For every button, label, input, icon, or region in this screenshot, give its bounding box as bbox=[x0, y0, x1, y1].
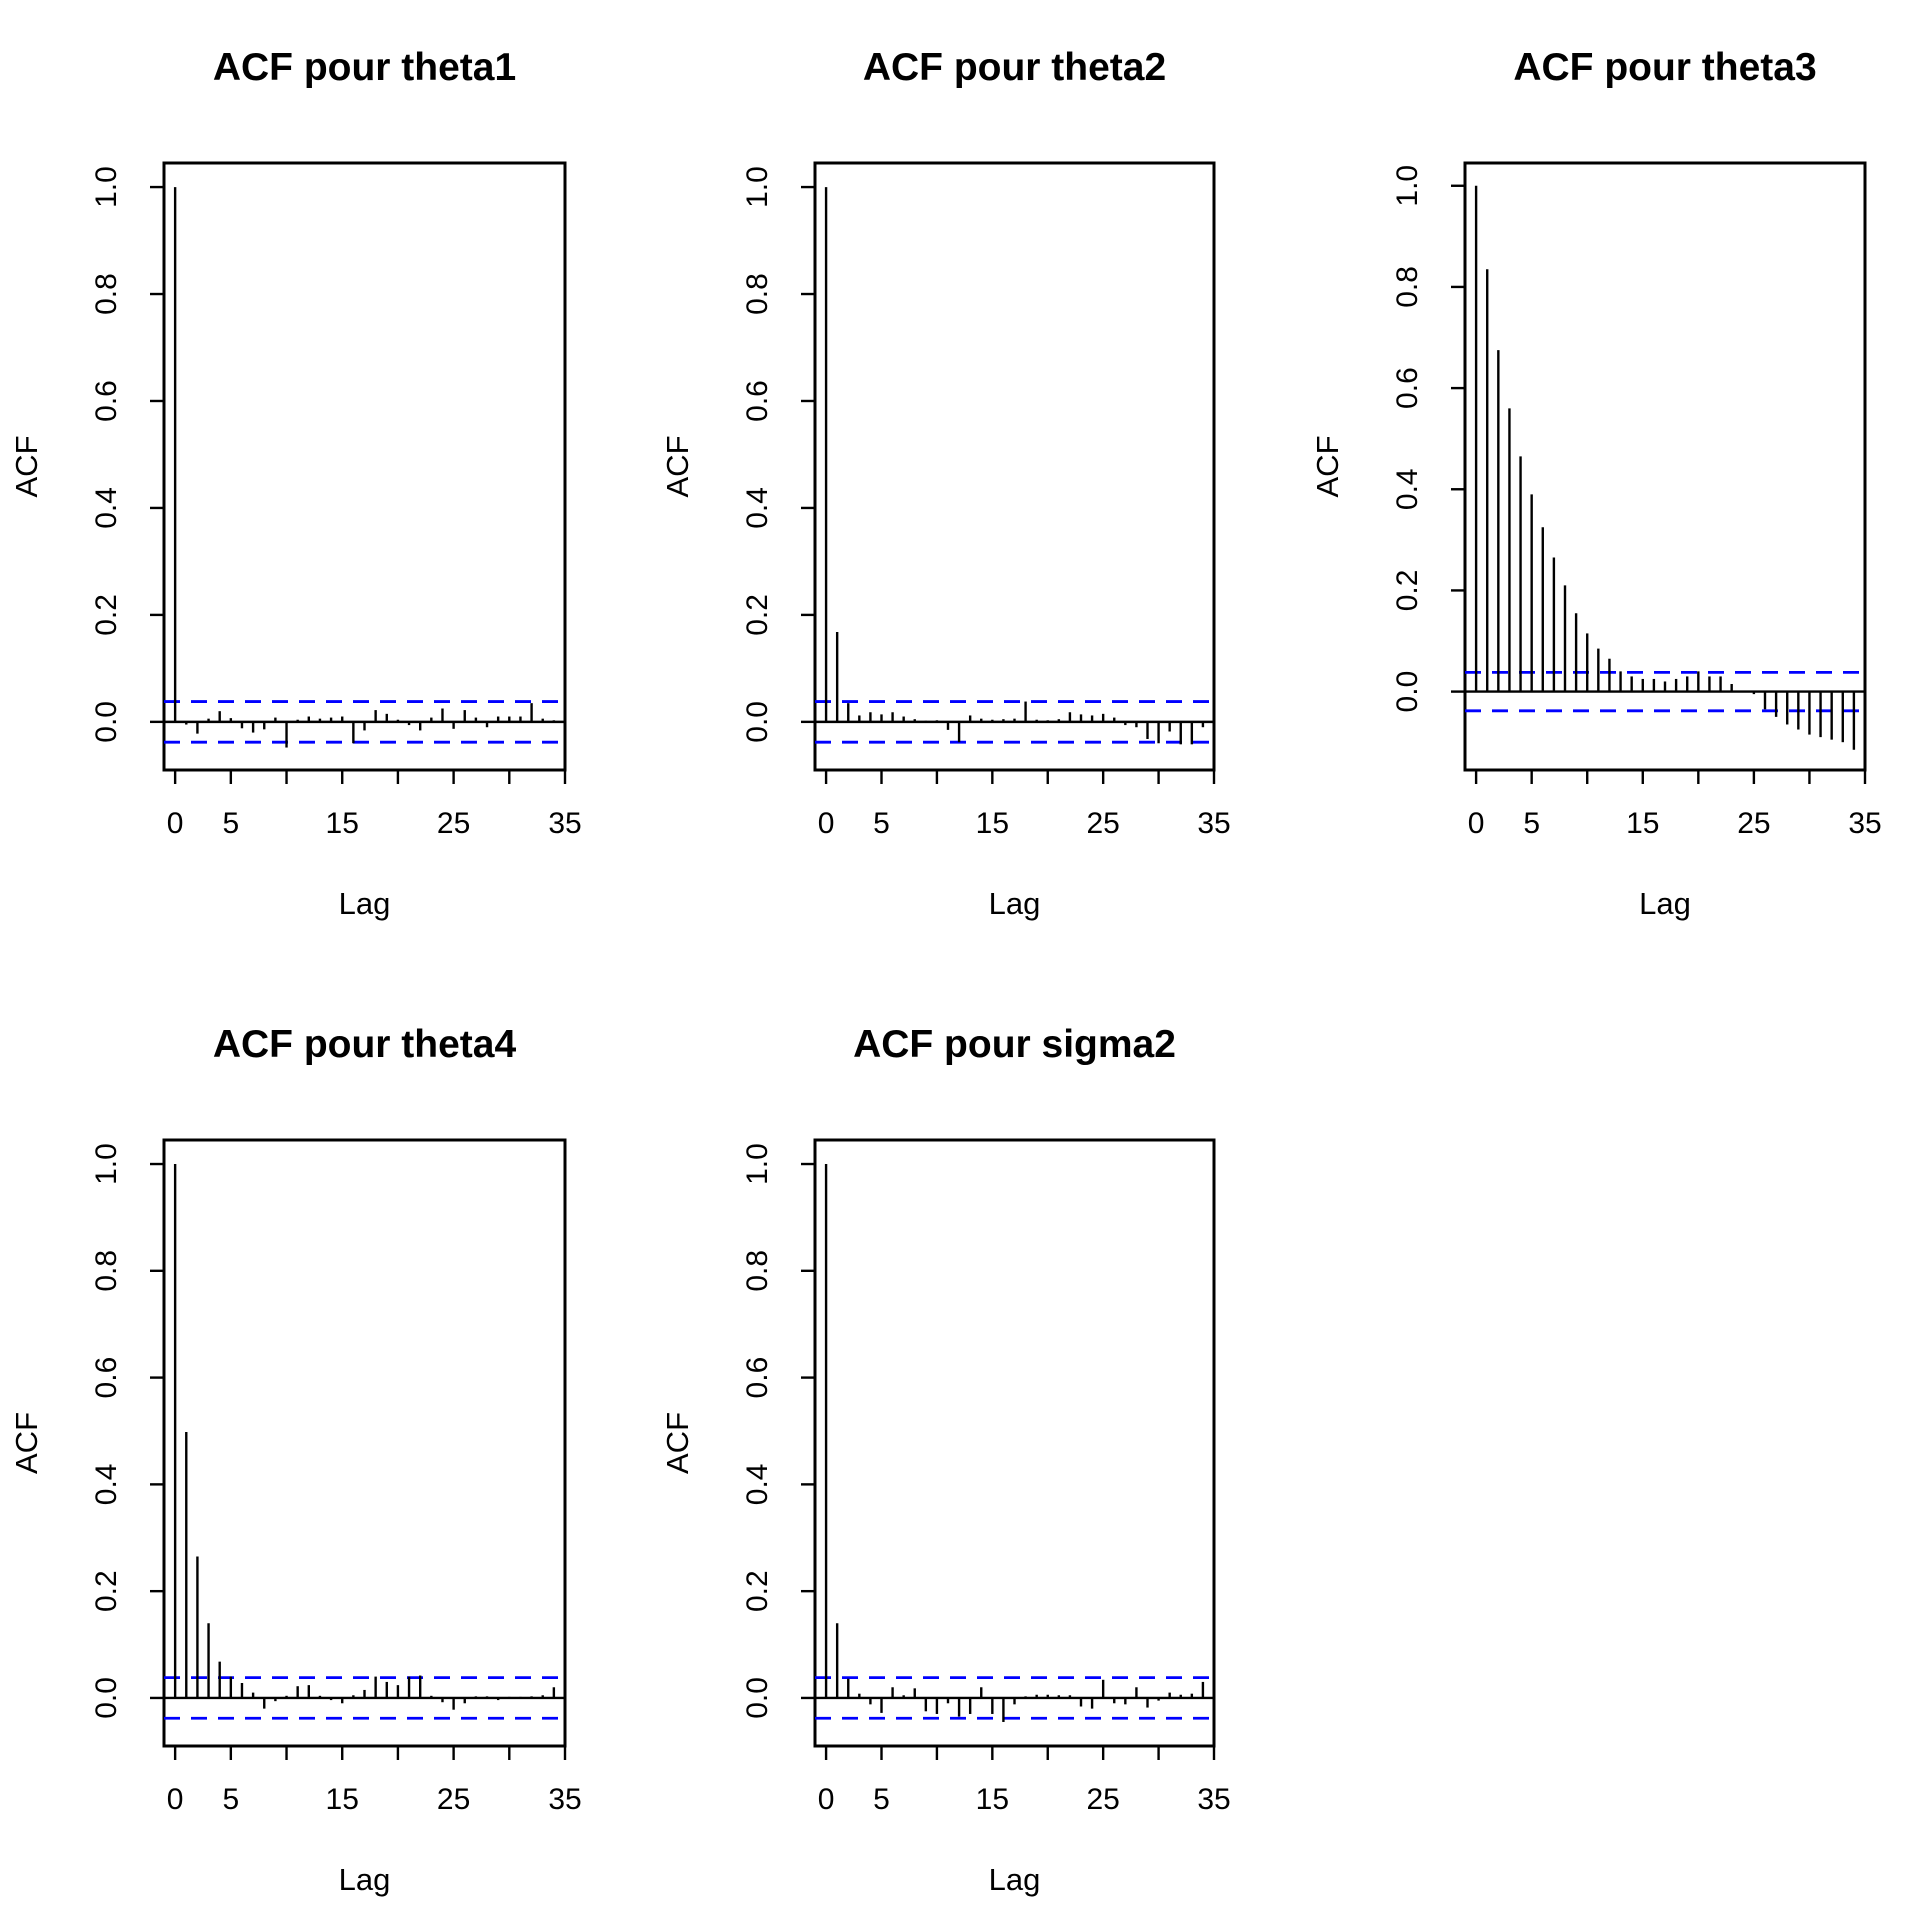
x-tick-label: 5 bbox=[873, 1783, 890, 1816]
plot-frame bbox=[162, 161, 567, 772]
acf-panel-2: ACF pour theta2 0 5 15 25 35 0.0 0.2 0.4 0.6 0.8 1.… bbox=[660, 46, 1231, 921]
x-axis-label: Lag bbox=[989, 1862, 1041, 1897]
x-tick-label: 35 bbox=[1197, 1783, 1230, 1816]
x-tick-label: 0 bbox=[818, 807, 835, 840]
x-tick-label: 25 bbox=[437, 807, 470, 840]
acf-panel-3: ACF pour theta3 0 5 15 25 35 0.0 0.2 0.4 0.6 0.8 1.… bbox=[1310, 46, 1882, 921]
x-tick-label: 35 bbox=[548, 807, 581, 840]
y-tick-label: 0.2 bbox=[90, 1570, 123, 1612]
x-tick-label: 0 bbox=[1468, 807, 1485, 840]
y-tick-label: 0.2 bbox=[741, 1570, 774, 1612]
x-tick-label: 5 bbox=[873, 807, 890, 840]
plot-frame bbox=[813, 1138, 1216, 1748]
y-tick-label: 0.0 bbox=[90, 701, 123, 743]
chart-title: ACF pour theta3 bbox=[1513, 46, 1816, 89]
x-axis-label: Lag bbox=[339, 1862, 391, 1897]
y-axis-label: ACF bbox=[660, 436, 695, 498]
x-tick-label: 15 bbox=[326, 807, 359, 840]
y-tick-label: 0.0 bbox=[741, 701, 774, 743]
y-tick-label: 1.0 bbox=[741, 166, 774, 208]
y-axis-label: ACF bbox=[1310, 436, 1345, 498]
acf-panel-1: ACF pour theta1 0 5 15 25 35 0.0 0.2 0.4 0.6 0.8 1.… bbox=[9, 46, 582, 921]
x-axis-label: Lag bbox=[989, 886, 1041, 921]
plot-frame bbox=[813, 161, 1216, 772]
x-axis-label: Lag bbox=[339, 886, 391, 921]
y-tick-label: 0.6 bbox=[90, 1357, 123, 1399]
chart-title: ACF pour sigma2 bbox=[853, 1023, 1176, 1066]
chart-title: ACF pour theta4 bbox=[213, 1023, 517, 1066]
y-tick-label: 0.4 bbox=[1391, 468, 1424, 510]
x-tick-label: 0 bbox=[167, 1783, 184, 1816]
y-tick-label: 0.4 bbox=[90, 487, 123, 529]
y-tick-label: 0.8 bbox=[741, 273, 774, 315]
plot-frame bbox=[162, 1138, 567, 1748]
y-tick-label: 0.4 bbox=[741, 1464, 774, 1506]
y-tick-label: 1.0 bbox=[741, 1143, 774, 1185]
x-tick-label: 15 bbox=[976, 807, 1009, 840]
x-tick-label: 25 bbox=[1737, 807, 1770, 840]
y-tick-label: 0.6 bbox=[1391, 367, 1424, 409]
x-tick-label: 25 bbox=[1086, 807, 1119, 840]
acf-panel-5: ACF pour sigma2 0 5 15 25 35 0.0 0.2 0.4 0.6 0.8 1.… bbox=[660, 1023, 1231, 1897]
y-tick-label: 0.8 bbox=[1391, 266, 1424, 308]
y-axis-label: ACF bbox=[9, 1412, 44, 1474]
y-tick-label: 0.6 bbox=[90, 380, 123, 422]
acf-panel-4: ACF pour theta4 0 5 15 25 35 0.0 0.2 0.4 0.6 0.8 1.… bbox=[9, 1023, 582, 1897]
y-tick-label: 0.0 bbox=[1391, 671, 1424, 713]
y-tick-label: 0.4 bbox=[741, 487, 774, 529]
x-tick-label: 0 bbox=[818, 1783, 835, 1816]
y-tick-label: 0.4 bbox=[90, 1464, 123, 1506]
x-tick-label: 35 bbox=[548, 1783, 581, 1816]
x-tick-label: 35 bbox=[1197, 807, 1230, 840]
y-tick-label: 0.2 bbox=[1391, 570, 1424, 612]
x-tick-label: 15 bbox=[326, 1783, 359, 1816]
y-tick-label: 0.8 bbox=[741, 1250, 774, 1292]
x-tick-label: 5 bbox=[222, 1783, 239, 1816]
y-tick-label: 0.0 bbox=[90, 1677, 123, 1719]
plot-frame bbox=[1463, 161, 1867, 772]
y-tick-label: 0.2 bbox=[741, 594, 774, 636]
y-tick-label: 0.8 bbox=[90, 273, 123, 315]
y-tick-label: 0.8 bbox=[90, 1250, 123, 1292]
x-tick-label: 5 bbox=[222, 807, 239, 840]
y-axis-label: ACF bbox=[660, 1412, 695, 1474]
x-tick-label: 5 bbox=[1523, 807, 1540, 840]
y-tick-label: 0.0 bbox=[741, 1677, 774, 1719]
x-tick-label: 25 bbox=[437, 1783, 470, 1816]
chart-title: ACF pour theta2 bbox=[863, 46, 1166, 89]
y-tick-label: 0.6 bbox=[741, 380, 774, 422]
y-axis-label: ACF bbox=[9, 436, 44, 498]
y-tick-label: 1.0 bbox=[1391, 165, 1424, 207]
x-tick-label: 15 bbox=[976, 1783, 1009, 1816]
x-tick-label: 25 bbox=[1086, 1783, 1119, 1816]
x-axis-label: Lag bbox=[1639, 886, 1691, 921]
y-tick-label: 0.2 bbox=[90, 594, 123, 636]
y-tick-label: 1.0 bbox=[90, 1143, 123, 1185]
x-tick-label: 0 bbox=[167, 807, 184, 840]
y-tick-label: 0.6 bbox=[741, 1357, 774, 1399]
chart-title: ACF pour theta1 bbox=[213, 46, 516, 89]
y-tick-label: 1.0 bbox=[90, 166, 123, 208]
x-tick-label: 35 bbox=[1848, 807, 1881, 840]
x-tick-label: 15 bbox=[1626, 807, 1659, 840]
